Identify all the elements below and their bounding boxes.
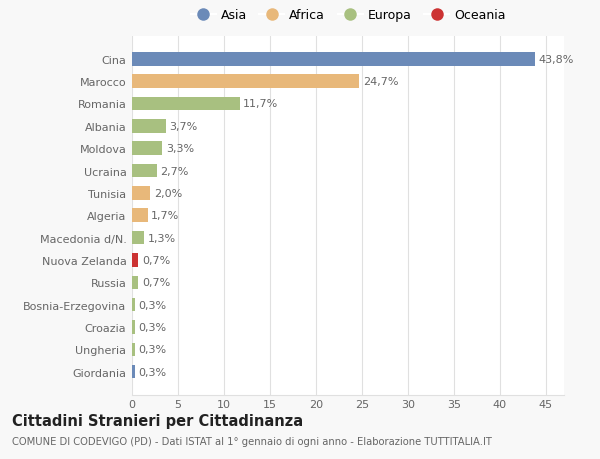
- Bar: [132, 142, 163, 156]
- Text: 3,3%: 3,3%: [166, 144, 194, 154]
- Text: 2,0%: 2,0%: [154, 189, 182, 198]
- Text: 43,8%: 43,8%: [538, 55, 574, 65]
- Text: 11,7%: 11,7%: [243, 99, 278, 109]
- Text: 3,7%: 3,7%: [170, 122, 198, 132]
- Text: 1,3%: 1,3%: [148, 233, 176, 243]
- Bar: [132, 276, 139, 289]
- Bar: [132, 209, 148, 223]
- Text: 24,7%: 24,7%: [363, 77, 398, 87]
- Bar: [132, 365, 135, 379]
- Text: 0,7%: 0,7%: [142, 255, 170, 265]
- Bar: [132, 53, 535, 67]
- Bar: [132, 343, 135, 356]
- Bar: [132, 254, 139, 267]
- Bar: [132, 187, 151, 200]
- Text: COMUNE DI CODEVIGO (PD) - Dati ISTAT al 1° gennaio di ogni anno - Elaborazione T: COMUNE DI CODEVIGO (PD) - Dati ISTAT al …: [12, 436, 492, 446]
- Text: Cittadini Stranieri per Cittadinanza: Cittadini Stranieri per Cittadinanza: [12, 413, 303, 428]
- Text: 0,3%: 0,3%: [139, 300, 167, 310]
- Bar: [132, 298, 135, 312]
- Bar: [132, 75, 359, 89]
- Text: 1,7%: 1,7%: [151, 211, 179, 221]
- Text: 0,7%: 0,7%: [142, 278, 170, 288]
- Text: 0,3%: 0,3%: [139, 345, 167, 354]
- Text: 2,7%: 2,7%: [160, 166, 189, 176]
- Bar: [132, 231, 144, 245]
- Bar: [132, 98, 239, 111]
- Bar: [132, 320, 135, 334]
- Bar: [132, 120, 166, 133]
- Text: 0,3%: 0,3%: [139, 322, 167, 332]
- Text: 0,3%: 0,3%: [139, 367, 167, 377]
- Bar: [132, 164, 157, 178]
- Legend: Asia, Africa, Europa, Oceania: Asia, Africa, Europa, Oceania: [185, 4, 511, 27]
